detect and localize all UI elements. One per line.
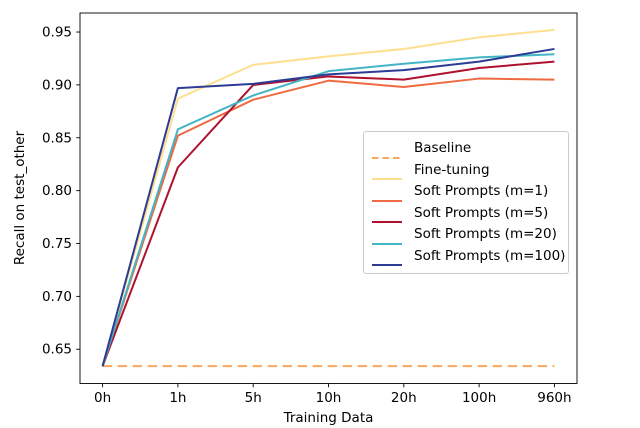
legend-label: Soft Prompts (m=1) — [414, 183, 549, 199]
x-tick-label: 5h — [245, 390, 262, 406]
x-axis-title: Training Data — [283, 410, 374, 426]
y-tick-label: 0.95 — [42, 25, 72, 41]
legend-item: Fine-tuning — [372, 160, 560, 182]
x-tick-label: 20h — [391, 390, 417, 406]
x-tick-label: 10h — [316, 390, 342, 406]
series-line — [101, 77, 555, 367]
legend-item: Soft Prompts (m=20) — [372, 224, 560, 246]
series-line — [101, 47, 555, 367]
legend-label: Baseline — [414, 140, 472, 156]
y-tick-label: 0.80 — [42, 183, 72, 199]
series-lines — [101, 28, 555, 368]
legend-label: Soft Prompts (m=100) — [414, 247, 566, 264]
tick-labels: 0h 1h 5h 10h 20h 100h 960h 0.65 0.70 0.75 0.80 0.85… — [42, 25, 572, 406]
legend: Baseline Fine-tuning Soft Prompts (m=1) Sof… — [363, 131, 569, 274]
legend-item: Soft Prompts (m=100) — [372, 246, 565, 268]
series-line — [101, 28, 555, 367]
y-tick-label: 0.65 — [42, 342, 72, 358]
axes — [76, 12, 578, 388]
y-axis-title: Recall on test_other — [12, 130, 28, 265]
y-tick-label: 0.75 — [42, 236, 72, 252]
legend-item: Baseline — [372, 138, 560, 160]
legend-line-swatch-icon — [372, 253, 402, 267]
legend-label: Soft Prompts (m=5) — [414, 204, 549, 221]
legend-label: Fine-tuning — [414, 161, 490, 178]
legend-label: Soft Prompts (m=20) — [414, 226, 557, 242]
legend-line-swatch-icon — [372, 146, 402, 159]
y-tick-label: 0.85 — [42, 130, 72, 146]
x-tick-label: 960h — [537, 390, 571, 406]
legend-line-swatch-icon — [372, 189, 402, 202]
legend-line-swatch-icon — [372, 232, 402, 245]
legend-line-swatch-icon — [372, 210, 402, 224]
y-tick-label: 0.90 — [42, 77, 72, 93]
x-tick-label: 1h — [169, 390, 186, 406]
series-line — [101, 60, 555, 367]
legend-item: Soft Prompts (m=1) — [372, 181, 560, 203]
legend-item: Soft Prompts (m=5) — [372, 203, 560, 225]
x-tick-label: 0h — [94, 390, 111, 406]
x-tick-label: 100h — [462, 390, 496, 406]
legend-line-swatch-icon — [372, 167, 402, 181]
series-line — [101, 53, 555, 367]
y-tick-label: 0.70 — [42, 289, 72, 305]
